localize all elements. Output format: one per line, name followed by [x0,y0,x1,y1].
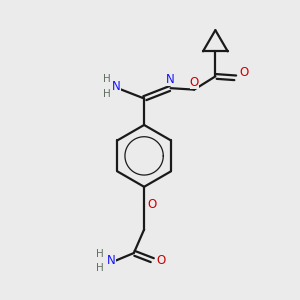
Text: N: N [112,80,121,93]
Text: N: N [166,74,175,86]
Text: N: N [107,254,116,267]
Text: H: H [103,89,110,99]
Text: O: O [157,254,166,267]
Text: H: H [103,74,110,84]
Text: O: O [240,66,249,79]
Text: O: O [190,76,199,89]
Text: H: H [96,263,104,273]
Text: O: O [148,198,157,211]
Text: H: H [96,249,104,259]
